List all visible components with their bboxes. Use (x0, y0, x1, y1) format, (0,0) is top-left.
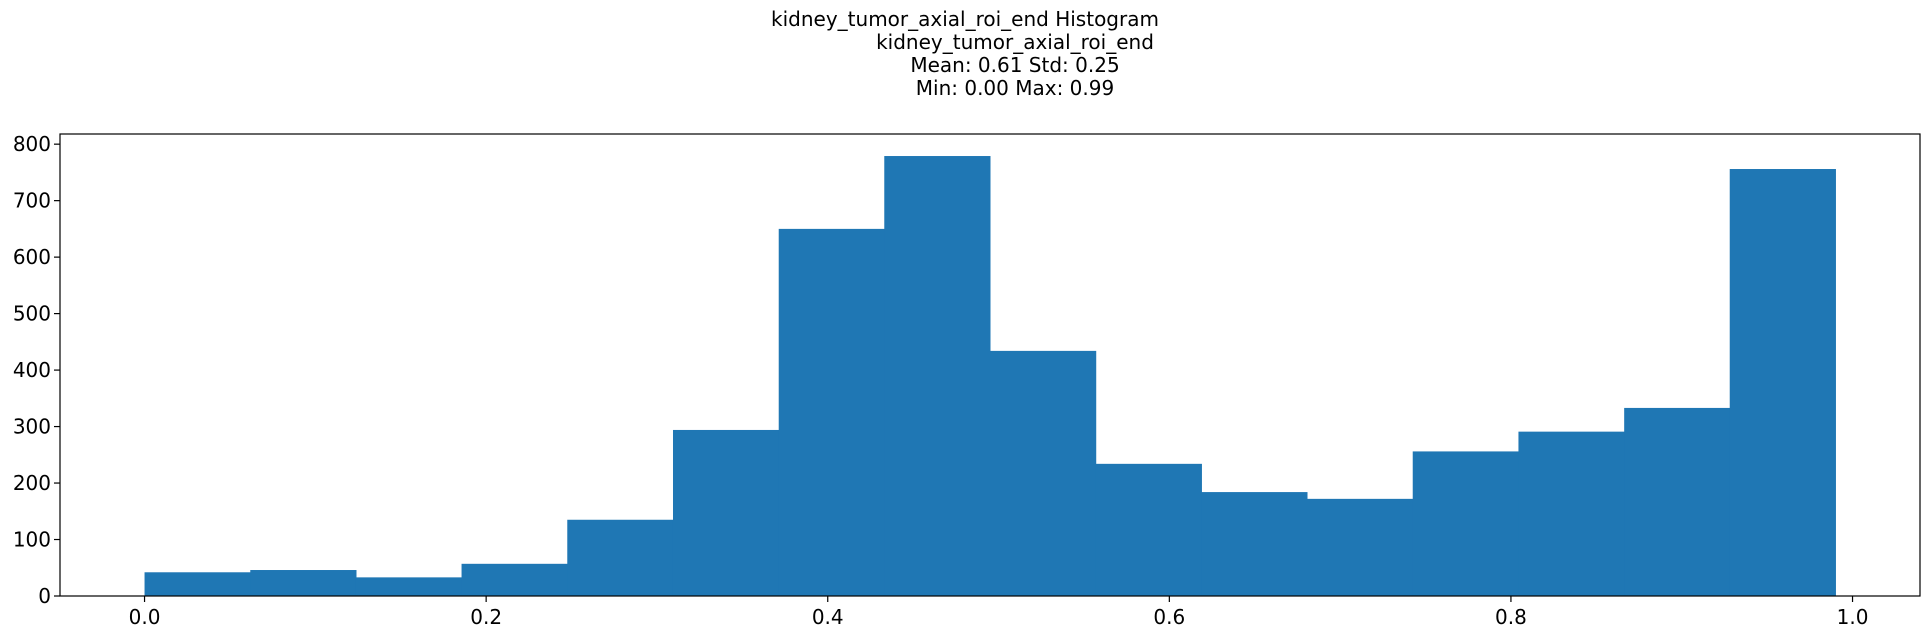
title-line-1: kidney_tumor_axial_roi_end Histogram (771, 7, 1159, 31)
x-tick-label: 1.0 (1837, 605, 1869, 629)
histogram-bar (672, 429, 780, 596)
y-tick-label: 200 (13, 471, 51, 495)
chart-title: kidney_tumor_axial_roi_end Histogram kid… (771, 7, 1159, 100)
histogram-bar (884, 156, 991, 596)
histogram-bars (144, 156, 1836, 597)
histogram-bar (250, 570, 357, 596)
y-tick-label: 0 (38, 584, 51, 608)
x-tick-label: 0.4 (812, 605, 844, 629)
plot-frame (59, 133, 1921, 597)
x-tick-label: 0.6 (1153, 605, 1185, 629)
histogram-bar (1307, 498, 1414, 596)
histogram-bar (1201, 492, 1308, 596)
histogram-bar (778, 228, 885, 597)
x-tick-label: 0.8 (1495, 605, 1527, 629)
y-tick-label: 100 (13, 528, 51, 552)
x-tick-label: 0.2 (470, 605, 502, 629)
histogram-bar (1095, 463, 1202, 596)
histogram-bar (355, 577, 463, 596)
y-axis: 0 100 200 300 400 500 600 700 800 (13, 132, 60, 608)
y-tick-label: 400 (13, 358, 51, 382)
y-tick-label: 300 (13, 415, 51, 439)
title-line-2: kidney_tumor_axial_roi_end (876, 30, 1154, 54)
y-tick-label: 800 (13, 132, 51, 156)
histogram-bar (144, 572, 251, 596)
histogram-bar (1624, 407, 1731, 596)
histogram-bar (1729, 169, 1836, 596)
x-tick-label: 0.0 (129, 605, 161, 629)
histogram-bar (567, 519, 674, 596)
histogram-bar (461, 563, 568, 596)
y-tick-label: 600 (13, 245, 51, 269)
histogram-bar (990, 350, 1097, 596)
y-tick-label: 500 (13, 302, 51, 326)
histogram-bar (1518, 431, 1625, 596)
x-axis: 0.0 0.2 0.4 0.6 0.8 1.0 (129, 596, 1869, 629)
title-line-4: Min: 0.00 Max: 0.99 (916, 76, 1114, 100)
y-tick-label: 700 (13, 189, 51, 213)
histogram-bar (1412, 451, 1519, 596)
title-line-3: Mean: 0.61 Std: 0.25 (910, 53, 1119, 77)
